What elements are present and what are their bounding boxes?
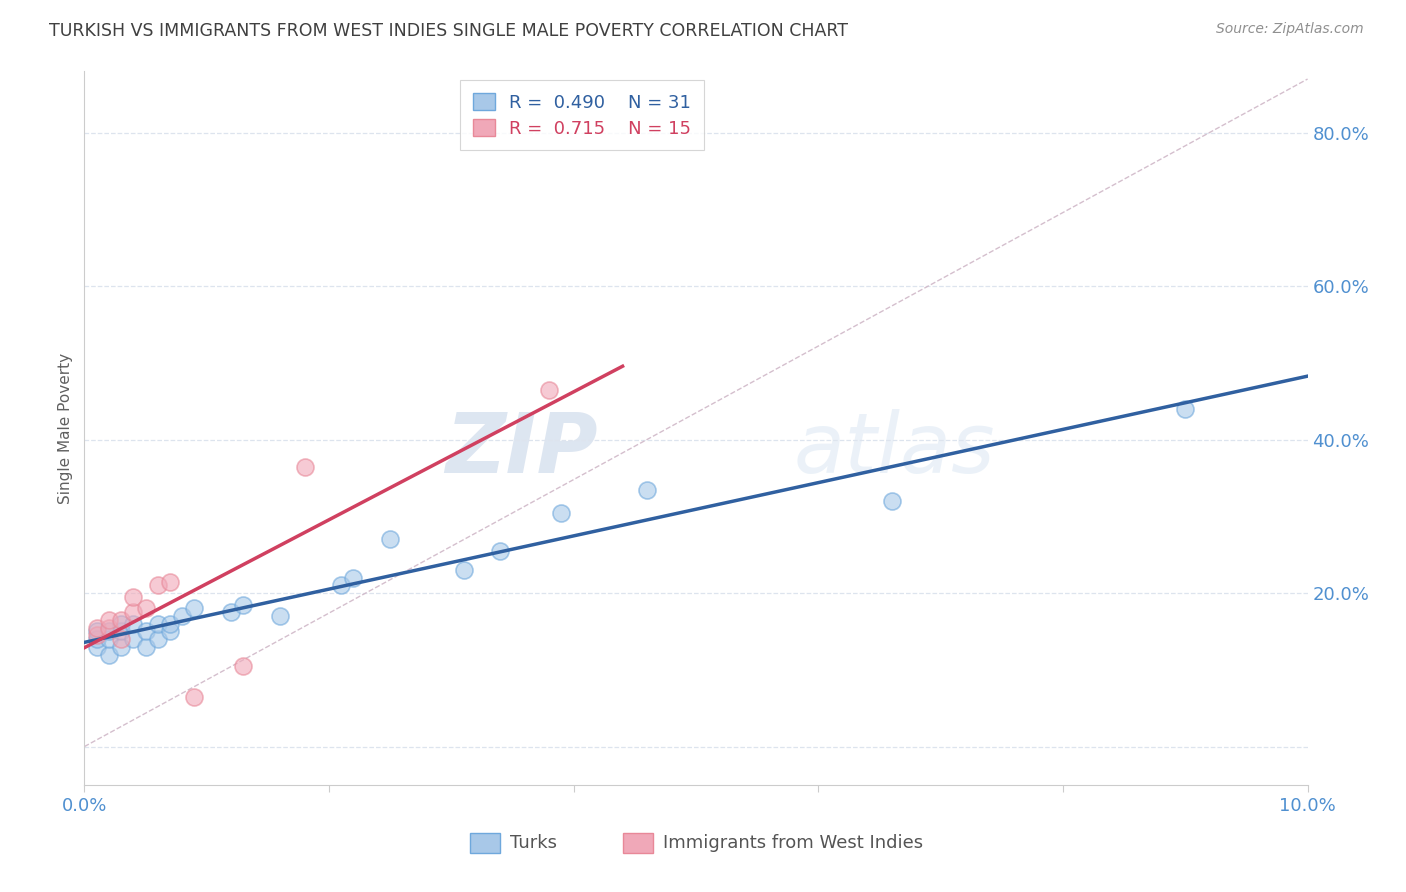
Text: TURKISH VS IMMIGRANTS FROM WEST INDIES SINGLE MALE POVERTY CORRELATION CHART: TURKISH VS IMMIGRANTS FROM WEST INDIES S… [49,22,848,40]
Point [1174,401,1197,416]
Text: Source: ZipAtlas.com: Source: ZipAtlas.com [1216,22,1364,37]
Point [97,624,120,639]
Point [110,632,132,647]
Text: Immigrants from West Indies: Immigrants from West Indies [664,834,924,852]
Point [294,459,316,474]
FancyBboxPatch shape [623,833,654,853]
Point [159,574,181,589]
Point [122,632,145,647]
Point [135,624,157,639]
Point [86,621,108,635]
Point [97,621,120,635]
Point [146,632,169,647]
Point [159,616,181,631]
Y-axis label: Single Male Poverty: Single Male Poverty [58,352,73,504]
Text: atlas: atlas [794,409,995,490]
Legend: R =  0.490    N = 31, R =  0.715    N = 15: R = 0.490 N = 31, R = 0.715 N = 15 [460,80,704,151]
Point [122,616,145,631]
Text: Turks: Turks [510,834,557,852]
Point [97,613,120,627]
Point [135,601,157,615]
Point [86,640,108,654]
Point [172,609,194,624]
Point [97,648,120,662]
Point [232,659,254,673]
Point [880,494,903,508]
Point [342,571,364,585]
Point [219,605,242,619]
Point [489,544,512,558]
Point [159,624,181,639]
Point [135,640,157,654]
Point [122,590,145,604]
Point [86,628,108,642]
FancyBboxPatch shape [470,833,501,853]
Point [550,506,572,520]
Point [330,578,353,592]
Point [183,690,205,704]
Point [97,632,120,647]
Point [183,601,205,615]
Point [538,383,561,397]
Point [636,483,658,497]
Point [146,578,169,592]
Point [232,598,254,612]
Point [380,533,402,547]
Point [269,609,291,624]
Point [122,605,145,619]
Point [86,632,108,647]
Text: ZIP: ZIP [446,409,598,490]
Point [110,613,132,627]
Point [110,616,132,631]
Point [110,640,132,654]
Point [453,563,475,577]
Point [86,624,108,639]
Point [146,616,169,631]
Point [110,624,132,639]
